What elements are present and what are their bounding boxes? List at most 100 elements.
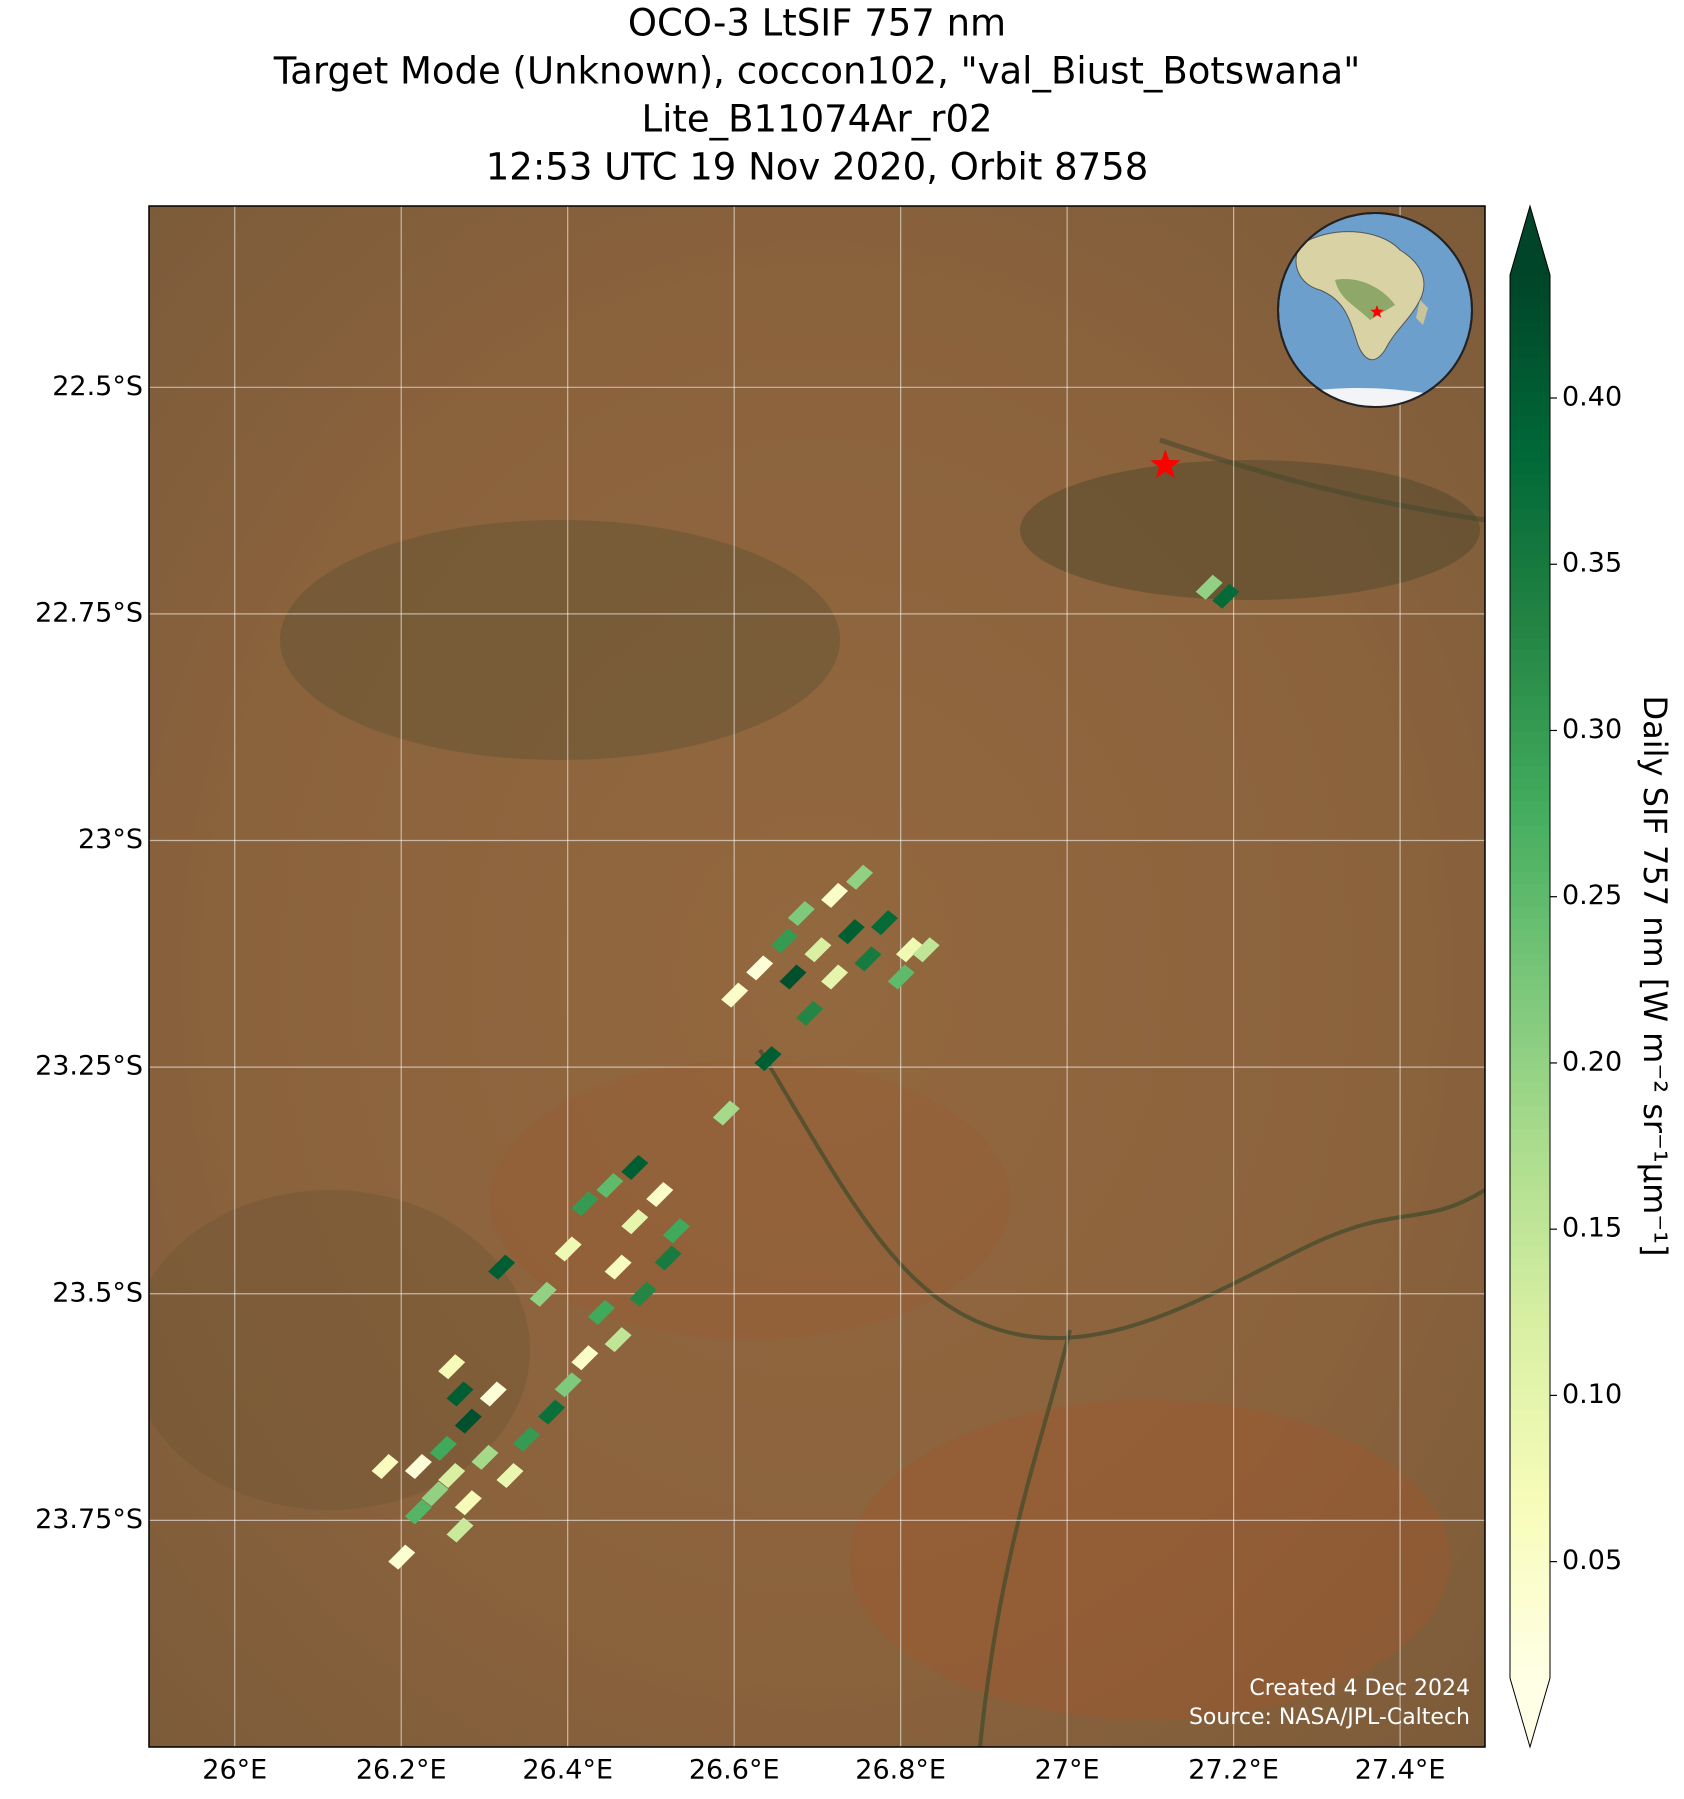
sif-footprint — [604, 1254, 632, 1280]
colorbar-tick-label: 0.25 — [1562, 880, 1622, 911]
sif-footprint — [488, 1254, 516, 1280]
sif-footprint — [771, 928, 799, 954]
colorbar-segment — [1510, 1350, 1550, 1363]
colorbar-segment — [1510, 1607, 1550, 1621]
colorbar-segment — [1510, 1513, 1550, 1527]
grid — [149, 206, 1485, 1747]
site-marker-group — [1150, 305, 1384, 479]
sif-footprint — [779, 964, 807, 990]
colorbar-segment — [1510, 917, 1550, 931]
colorbar-segment — [1510, 332, 1550, 346]
colorbar-segment — [1510, 1455, 1550, 1469]
x-tick-label: 27°E — [1035, 1755, 1100, 1786]
colorbar-segment — [1510, 1092, 1550, 1106]
colorbar-segment — [1510, 531, 1550, 545]
colorbar-segment — [1510, 297, 1550, 311]
sif-footprint — [446, 1517, 474, 1543]
colorbar-segment — [1510, 555, 1550, 568]
colorbar-segment — [1510, 590, 1550, 603]
colorbar-segment — [1510, 1642, 1550, 1656]
colorbar-segment — [1510, 578, 1550, 592]
sif-footprint — [796, 1000, 824, 1026]
colorbar-segment — [1510, 964, 1550, 977]
colorbar-segment — [1510, 1560, 1550, 1574]
colorbar-segment — [1510, 566, 1550, 580]
colorbar-segment — [1510, 601, 1550, 615]
colorbar-segment — [1510, 625, 1550, 638]
colorbar-segment — [1510, 1630, 1550, 1644]
colorbar-segment — [1510, 905, 1550, 919]
colorbar: 0.05 0.10 0.15 0.20 0.25 0.30 0.35 0.40 Daily SI… — [1509, 204, 1674, 1749]
sif-footprint — [596, 1172, 624, 1198]
colorbar-segment — [1510, 1303, 1550, 1317]
x-tick-label: 27.2°E — [1188, 1755, 1279, 1786]
y-tick-label: 22.5°S — [52, 371, 143, 402]
colorbar-segment — [1510, 718, 1550, 732]
sif-footprint — [454, 1408, 482, 1434]
colorbar-segment — [1510, 1279, 1550, 1293]
sif-footprint — [1195, 574, 1223, 600]
colorbar-tick-label: 0.15 — [1562, 1213, 1622, 1244]
colorbar-segment — [1510, 356, 1550, 370]
colorbar-segment — [1510, 753, 1550, 767]
colorbar-segment — [1510, 403, 1550, 416]
x-tick-label: 26.6°E — [689, 1755, 780, 1786]
colorbar-segment — [1510, 894, 1550, 907]
sif-footprint — [821, 882, 849, 908]
colorbar-segment — [1510, 496, 1550, 510]
sif-footprint — [454, 1490, 482, 1516]
colorbar-extend-min — [1510, 1678, 1550, 1747]
sif-footprint — [746, 955, 774, 981]
y-tick-label: 23°S — [78, 824, 143, 855]
colorbar-segment — [1510, 765, 1550, 779]
sif-footprint — [571, 1191, 599, 1217]
sif-footprint — [479, 1381, 507, 1407]
colorbar-segment — [1510, 1408, 1550, 1422]
colorbar-segment — [1510, 976, 1550, 989]
sif-footprint — [621, 1209, 649, 1235]
colorbar-segment — [1510, 1361, 1550, 1375]
sif-footprint — [887, 964, 915, 990]
map-frame — [148, 205, 1486, 1748]
colorbar-segment — [1510, 870, 1550, 884]
chart-title: Target Mode (Unknown), coccon102, "val_B… — [273, 50, 1361, 93]
colorbar-segment — [1510, 1057, 1550, 1071]
sif-footprint — [446, 1381, 474, 1407]
colorbar-tick-label: 0.30 — [1562, 714, 1622, 745]
colorbar-segment — [1510, 543, 1550, 557]
sif-footprint — [654, 1245, 682, 1271]
colorbar-segment — [1510, 1373, 1550, 1387]
sif-footprint — [621, 1154, 649, 1180]
sif-footprint — [804, 937, 832, 963]
colorbar-segment — [1510, 1104, 1550, 1118]
sif-footprint — [662, 1218, 690, 1244]
colorbar-segment — [1510, 1198, 1550, 1211]
sif-footprint — [404, 1453, 432, 1479]
x-tick-label: 27.4°E — [1355, 1755, 1446, 1786]
colorbar-segment — [1510, 286, 1550, 299]
y-tick-label: 23.25°S — [35, 1051, 143, 1082]
sif-footprint — [912, 937, 940, 963]
y-tick-label: 22.75°S — [35, 597, 143, 628]
sif-footprint — [554, 1236, 582, 1262]
colorbar-segment — [1510, 1467, 1550, 1480]
colorbar-segment — [1510, 1209, 1550, 1223]
sif-footprint — [871, 910, 899, 936]
sif-footprint — [438, 1463, 466, 1489]
colorbar-segment — [1510, 426, 1550, 440]
sif-footprint — [587, 1299, 615, 1325]
colorbar-segment — [1510, 882, 1550, 896]
colorbar-segment — [1510, 1163, 1550, 1176]
colorbar-segment — [1510, 672, 1550, 685]
credit: Source: NASA/JPL-Caltech — [1189, 1705, 1470, 1730]
x-tick-label: 26.2°E — [356, 1755, 447, 1786]
colorbar-label: Daily SIF 757 nm [W m⁻² sr⁻¹μm⁻¹] — [1636, 696, 1674, 1257]
colorbar-segment — [1510, 484, 1550, 498]
colorbar-segment — [1510, 274, 1550, 288]
colorbar-segment — [1510, 777, 1550, 790]
colorbar-segment — [1510, 1081, 1550, 1094]
colorbar-segment — [1510, 1315, 1550, 1328]
colorbar-extend-max — [1510, 206, 1550, 275]
sif-footprint — [837, 919, 865, 945]
colorbar-segment — [1510, 1291, 1550, 1305]
